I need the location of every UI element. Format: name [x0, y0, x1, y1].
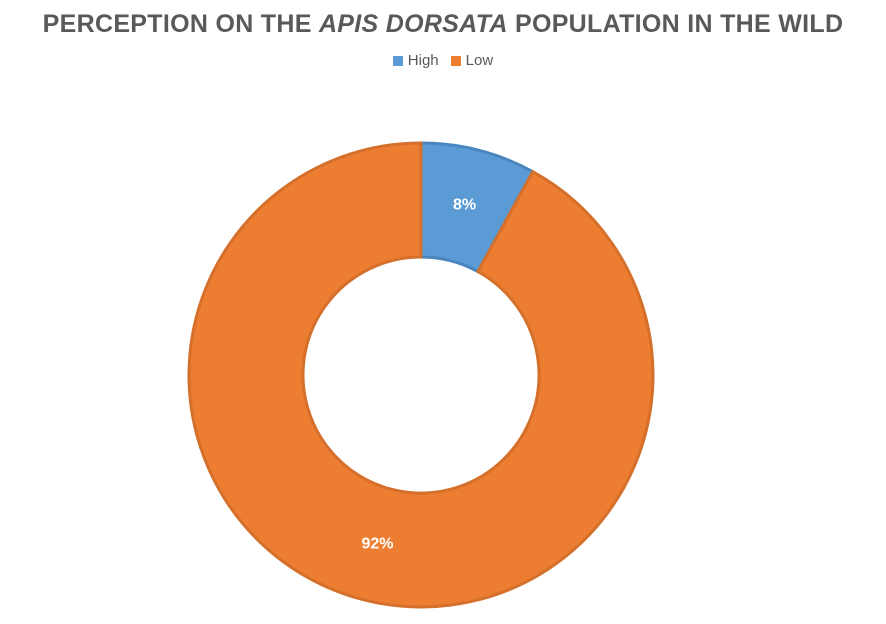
legend-item-high: High — [392, 52, 439, 69]
chart-legend: High Low — [0, 52, 886, 69]
legend-label-low: Low — [465, 52, 494, 69]
chart-title: PERCEPTION ON THE APIS DORSATA POPULATIO… — [0, 10, 886, 39]
chart-title-part-1: PERCEPTION ON THE — [42, 10, 319, 38]
chart-title-part-2: APIS DORSATA — [318, 10, 508, 38]
legend-swatch-high — [392, 55, 403, 66]
data-label-high: 8% — [453, 197, 476, 214]
legend-swatch-low — [450, 55, 461, 66]
chart-title-part-3: POPULATION IN THE WILD — [507, 10, 844, 38]
legend-label-high: High — [407, 52, 439, 69]
slice-low — [187, 141, 655, 609]
data-label-low: 92% — [361, 536, 393, 553]
legend-item-low: Low — [450, 52, 494, 69]
